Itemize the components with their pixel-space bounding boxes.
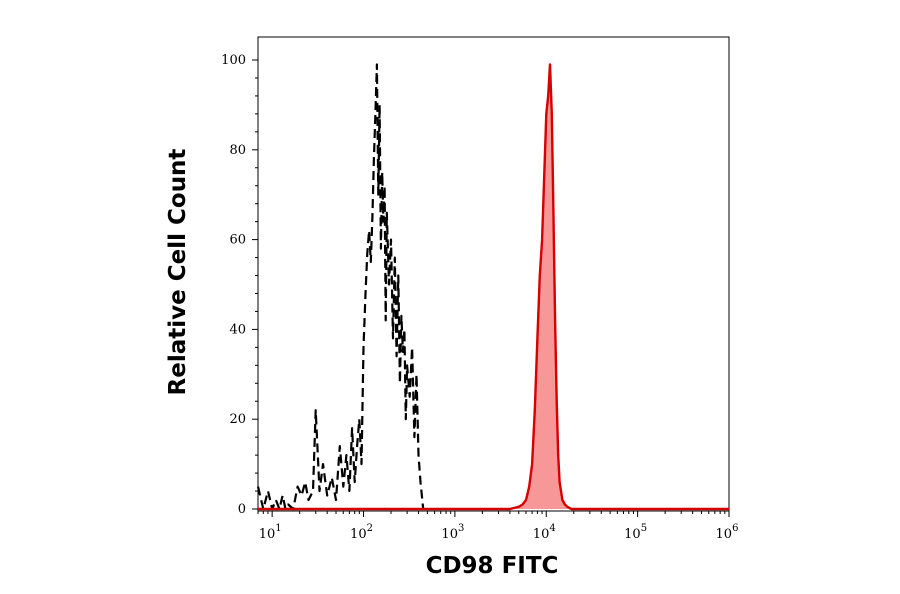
y-tick-label: 0 — [238, 502, 246, 517]
y-tick-label: 80 — [229, 143, 246, 158]
y-tick-label: 100 — [221, 53, 246, 68]
series-line-1 — [258, 63, 729, 511]
x-tick-label: 104 — [533, 523, 556, 542]
plot-area: 0 20 40 60 80 100 101 102 103 104 105 106 — [221, 36, 739, 542]
x-tick-label: 102 — [350, 523, 373, 542]
y-tick-label: 20 — [229, 412, 246, 427]
x-tick-label: 103 — [441, 523, 464, 542]
y-axis-label: Relative Cell Count — [165, 148, 191, 396]
x-tick-label: 106 — [716, 523, 739, 542]
y-tick-label: 40 — [229, 322, 246, 337]
series-line-0 — [256, 63, 425, 511]
plot-frame — [257, 36, 730, 512]
y-tick-label: 60 — [229, 233, 246, 248]
x-axis-label: CD98 FITC — [425, 553, 559, 579]
x-tick-label: 101 — [259, 523, 282, 542]
x-tick-label: 105 — [624, 523, 647, 542]
series-fill-1 — [258, 64, 729, 509]
